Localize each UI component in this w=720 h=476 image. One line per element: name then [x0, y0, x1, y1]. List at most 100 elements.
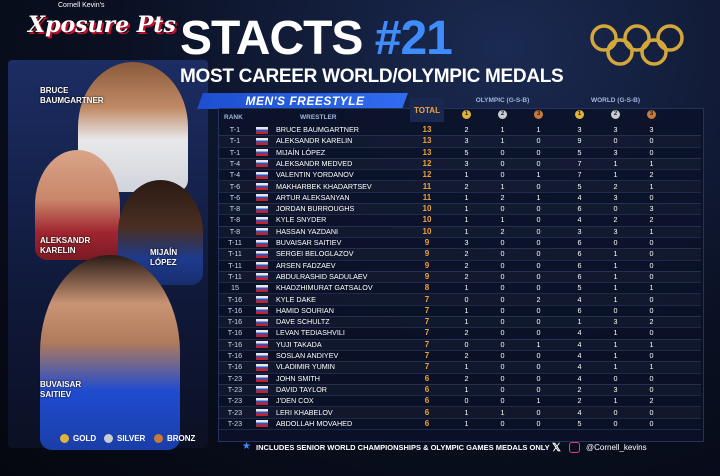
olympic-count: 0: [500, 283, 505, 293]
star-icon: ★: [242, 441, 251, 452]
world-count: 3: [613, 192, 618, 202]
olympic-count: 3: [464, 238, 469, 247]
olympic-count: 0: [536, 204, 541, 214]
olympic-count: 0: [536, 215, 541, 225]
olympic-count: 2: [464, 249, 469, 259]
world-count: 2: [577, 384, 582, 394]
wrestler-name: KYLE DAKE: [276, 294, 316, 304]
wrestler-name: ARTUR ALEKSANYAN: [276, 192, 350, 202]
total: 9: [424, 260, 430, 270]
flag: [256, 352, 268, 360]
world-count: 0: [649, 238, 654, 247]
world-count: 4: [577, 192, 582, 202]
total: 6: [424, 396, 430, 406]
flag: [256, 205, 268, 213]
wrestler-name: MIJAÍN LÓPEZ: [276, 147, 326, 157]
world-count: 7: [577, 170, 582, 180]
rank: T-16: [227, 328, 243, 338]
rank: T-6: [229, 181, 241, 191]
olympic-count: 2: [464, 125, 469, 134]
olympic-count: 1: [464, 317, 469, 327]
wrestler-name: LERI KHABELOV: [276, 407, 333, 417]
olympic-count: 0: [500, 328, 505, 338]
world-count: 6: [577, 204, 582, 214]
wrestler-name: DAVE SCHULTZ: [276, 317, 330, 327]
olympic-count: 1: [536, 170, 541, 180]
olympic-count: 0: [536, 181, 541, 191]
world-count: 2: [649, 317, 654, 327]
total: 7: [424, 339, 430, 349]
world-count: 1: [649, 158, 654, 168]
wrestler-name: KYLE SNYDER: [276, 215, 327, 225]
world-count: 3: [577, 125, 582, 134]
flag: [256, 329, 268, 337]
olympic-count: 0: [536, 158, 541, 168]
olympic-count: 0: [500, 249, 505, 259]
world-count: 0: [649, 384, 654, 394]
olympic-count: 2: [464, 260, 469, 270]
row: [219, 373, 701, 385]
world-count: 0: [649, 260, 654, 270]
olympic-count: 1: [536, 192, 541, 202]
olympic-count: 1: [500, 407, 505, 417]
flag: [256, 160, 268, 168]
world-count: 1: [613, 339, 618, 349]
photo: [40, 255, 180, 450]
world-count: 6: [577, 249, 582, 259]
handle: @Cornell_kevins: [586, 443, 647, 452]
flag: [256, 194, 268, 202]
olympic-count: 1: [536, 339, 541, 349]
world-count: 0: [649, 373, 654, 383]
flag: [256, 216, 268, 224]
rank: T-23: [227, 373, 243, 383]
world-count: 9: [577, 136, 582, 146]
rank: T-23: [227, 418, 243, 428]
olympic-count: 1: [464, 204, 469, 214]
wrestler-name: BRUCE BAUMGARTNER: [276, 125, 359, 134]
title-number: #21: [374, 12, 453, 65]
olympic-count: 0: [536, 373, 541, 383]
total: 12: [422, 170, 432, 180]
total: 13: [422, 136, 432, 146]
wrestler-name: ABDULRASHID SADULAEV: [276, 271, 368, 281]
rank: T-16: [227, 351, 243, 360]
rank: T-16: [227, 362, 243, 372]
total: 7: [424, 305, 430, 315]
rank: T-23: [227, 407, 243, 417]
olympic-count: 1: [464, 170, 469, 180]
world-count: 3: [613, 147, 618, 157]
world-count: 1: [613, 170, 618, 180]
row: [219, 248, 701, 261]
olympic-count: 1: [500, 181, 505, 191]
table: [218, 108, 704, 442]
row: [219, 147, 701, 159]
rank: T-23: [227, 396, 243, 406]
total: 7: [424, 328, 430, 338]
wrestler-name: SOSLAN ANDIYEV: [276, 351, 339, 360]
olympic-count: 1: [464, 418, 469, 428]
row: [219, 361, 701, 374]
row: [219, 327, 701, 340]
world-count: 0: [649, 136, 654, 146]
olympic-count: 0: [500, 362, 505, 372]
olympic-count: 0: [536, 362, 541, 372]
title-text: STACTS: [180, 12, 363, 65]
world-count: 3: [649, 204, 654, 214]
world-count: 0: [613, 238, 618, 247]
world-count: 1: [649, 362, 654, 372]
olympic-count: 1: [464, 362, 469, 372]
wrestler-name: BUVAISAR SAITIEV: [276, 238, 342, 247]
olympic-count: 0: [500, 418, 505, 428]
world-count: 7: [577, 158, 582, 168]
featured-name: ALEKSANDR KARELIN: [40, 236, 91, 255]
world-count: 2: [649, 215, 654, 225]
medal-icon: 3: [647, 110, 656, 119]
rank: T-4: [229, 170, 241, 180]
flag: [256, 420, 268, 428]
row: [219, 260, 701, 272]
flag: [256, 171, 268, 179]
olympic-count: 1: [464, 283, 469, 293]
olympic-count: 2: [464, 328, 469, 338]
row: [219, 350, 701, 363]
title: STACTS #21: [180, 12, 453, 65]
